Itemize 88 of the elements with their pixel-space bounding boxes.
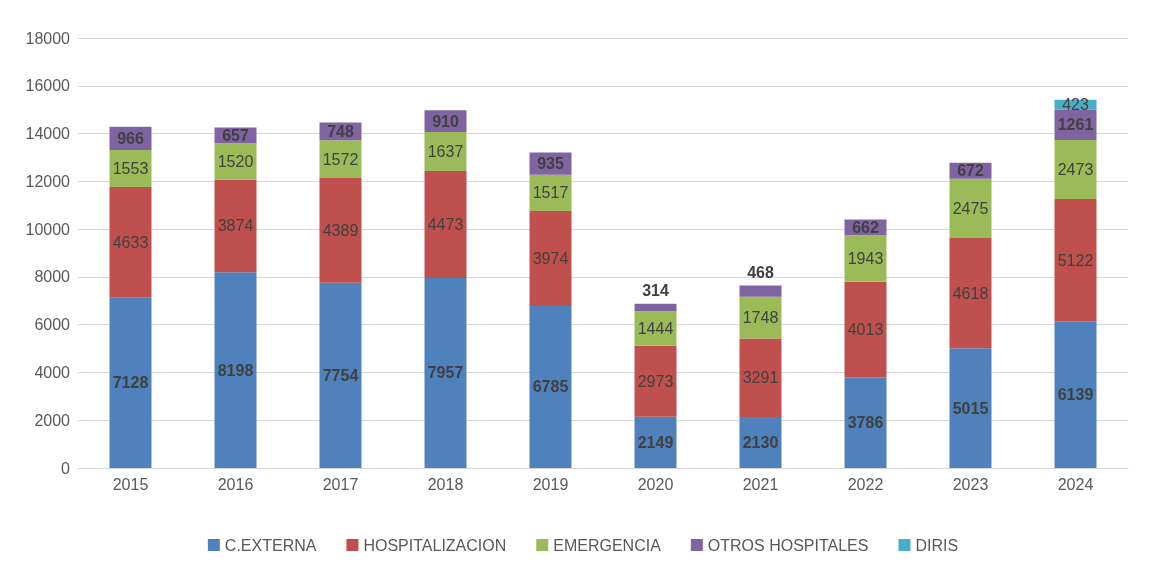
data-label: 1572 — [322, 150, 359, 168]
x-tick-label: 2023 — [952, 475, 989, 493]
bar — [844, 377, 887, 468]
bar — [844, 281, 887, 378]
data-label: 4633 — [112, 233, 149, 251]
data-label: 7128 — [112, 374, 149, 392]
data-label: 935 — [537, 155, 564, 173]
x-tick-label: 2017 — [322, 475, 359, 493]
y-tick-label: 12000 — [25, 172, 71, 190]
data-label: 672 — [957, 162, 984, 180]
y-tick-label: 0 — [61, 459, 71, 477]
data-label: 1553 — [112, 159, 149, 177]
data-label: 748 — [327, 122, 354, 140]
data-label: 966 — [117, 129, 144, 147]
legend-label: DIRIS — [915, 536, 959, 554]
data-label: 3291 — [742, 369, 779, 387]
data-label: 2130 — [742, 434, 779, 452]
data-label: 2149 — [637, 433, 674, 451]
data-label: 1517 — [532, 184, 569, 202]
bar — [109, 187, 152, 298]
data-label: 468 — [747, 264, 774, 282]
data-label: 5122 — [1057, 251, 1094, 269]
y-tick-label: 8000 — [34, 268, 71, 286]
data-label: 1261 — [1057, 116, 1094, 134]
data-label: 8198 — [217, 361, 254, 379]
data-label: 7754 — [322, 366, 359, 384]
data-label: 6139 — [1057, 386, 1094, 404]
data-label: 314 — [642, 282, 669, 300]
data-label: 3786 — [847, 414, 884, 432]
data-label: 1943 — [847, 249, 884, 267]
bar — [1054, 198, 1097, 322]
x-tick-label: 2021 — [742, 475, 779, 493]
bar — [424, 171, 467, 278]
data-label: 5015 — [952, 399, 989, 417]
data-label: 657 — [222, 126, 249, 144]
data-label: 4618 — [952, 284, 989, 302]
data-label: 4013 — [847, 321, 884, 339]
bar — [529, 210, 572, 306]
bar — [109, 297, 152, 468]
data-label: 6785 — [532, 378, 569, 396]
data-label: 2973 — [637, 372, 674, 390]
data-label: 2473 — [1057, 160, 1094, 178]
x-tick-label: 2019 — [532, 475, 569, 493]
data-label: 7957 — [427, 364, 464, 382]
data-label: 1444 — [637, 319, 674, 337]
bar — [739, 285, 782, 297]
bar — [739, 338, 782, 418]
data-label: 4389 — [322, 221, 359, 239]
data-label: 2475 — [952, 199, 989, 217]
y-tick-label: 14000 — [25, 125, 71, 143]
data-label: 1520 — [217, 152, 254, 170]
x-tick-label: 2016 — [217, 475, 254, 493]
bar — [1054, 139, 1097, 199]
y-tick-label: 6000 — [34, 316, 71, 334]
x-tick-label: 2015 — [112, 475, 149, 493]
data-label: 662 — [852, 218, 879, 236]
bar — [214, 179, 257, 273]
data-label: 4473 — [427, 215, 464, 233]
legend-label: HOSPITALIZACION — [363, 536, 507, 554]
y-tick-label: 16000 — [25, 77, 71, 95]
bar — [319, 282, 362, 468]
bar — [424, 277, 467, 468]
bar — [1054, 321, 1097, 468]
bar — [634, 345, 677, 417]
bar — [949, 178, 992, 238]
legend-label: C.EXTERNA — [224, 536, 317, 554]
data-label: 1748 — [742, 309, 779, 327]
y-tick-label: 4000 — [34, 363, 71, 381]
bar — [634, 303, 677, 312]
data-label: 3974 — [532, 249, 569, 267]
data-label: 423 — [1062, 96, 1089, 114]
bar — [949, 348, 992, 468]
y-tick-label: 18000 — [25, 29, 71, 47]
data-label: 1637 — [427, 143, 464, 161]
x-tick-label: 2020 — [637, 475, 674, 493]
legend-label: EMERGENCIA — [553, 536, 662, 554]
y-tick-label: 2000 — [34, 411, 71, 429]
data-label: 910 — [432, 112, 459, 130]
x-tick-label: 2022 — [847, 475, 884, 493]
x-tick-label: 2018 — [427, 475, 464, 493]
data-label: 3874 — [217, 217, 254, 235]
bar — [319, 177, 362, 283]
legend-label: OTROS HOSPITALES — [707, 536, 869, 554]
y-tick-label: 10000 — [25, 220, 71, 238]
x-tick-label: 2024 — [1057, 475, 1094, 493]
bar — [949, 237, 992, 349]
bar — [529, 305, 572, 468]
bar — [214, 272, 257, 468]
